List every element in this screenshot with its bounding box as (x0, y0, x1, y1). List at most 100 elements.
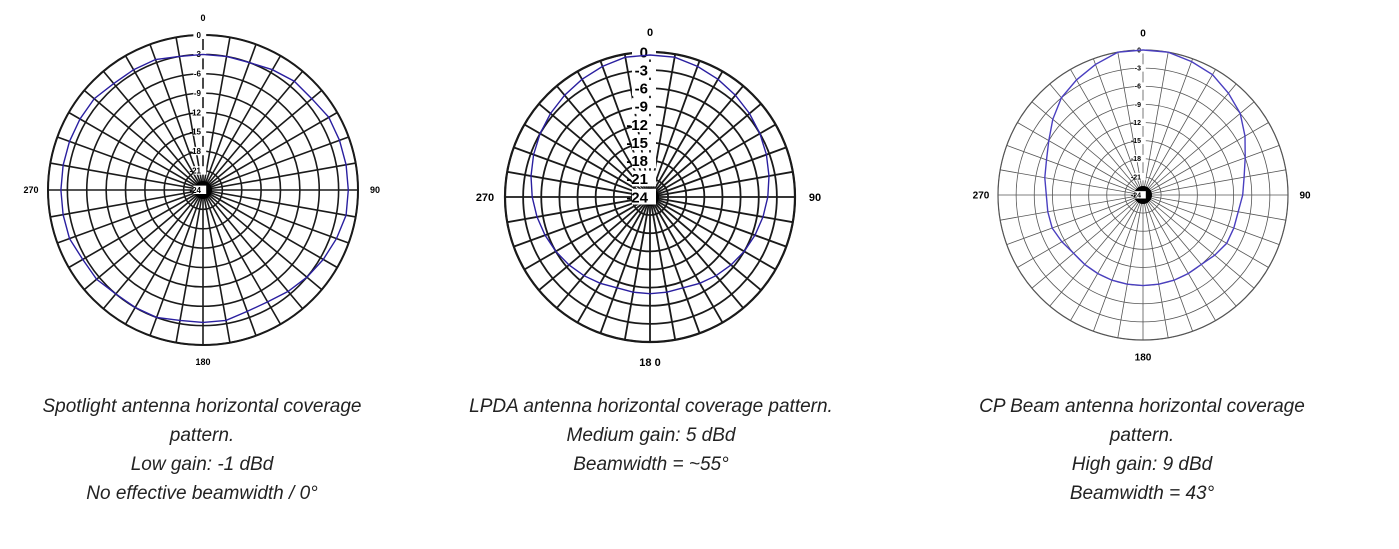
caption-line: pattern. (1109, 425, 1175, 446)
angle-label: 90 (1299, 191, 1311, 202)
grid-spoke (1017, 194, 1144, 268)
grid-spoke (1142, 101, 1255, 196)
grid-spoke (623, 196, 651, 340)
radial-tick-label: -21 (626, 171, 648, 188)
grid-spoke (1142, 194, 1286, 221)
angle-label: 180 (1135, 353, 1152, 364)
radial-tick-bg (193, 30, 207, 39)
grid-spoke (1049, 194, 1144, 307)
grid-spoke (202, 37, 231, 191)
angle-label: 0 (1140, 29, 1146, 40)
chart-caption-spotlight: Spotlight antenna horizontal coverage pa… (0, 392, 404, 508)
radial-tick-bg (193, 185, 207, 194)
radial-tick-label: -15 (626, 135, 648, 152)
grid-spoke (649, 70, 724, 198)
radial-tick-label: -9 (635, 99, 648, 116)
caption-line: Low gain: -1 dBd (130, 454, 274, 475)
grid-spoke (523, 123, 651, 198)
grid-spoke (149, 189, 204, 336)
radial-tick-label: -15 (189, 128, 201, 137)
grid-spoke (576, 196, 651, 324)
grid-spoke (1070, 69, 1144, 196)
grid-spoke (202, 189, 349, 244)
caption-line: LPDA antenna horizontal coverage pattern… (469, 396, 833, 417)
grid-spoke (1142, 194, 1269, 268)
series-line (530, 54, 770, 295)
radial-tick-bg (1134, 118, 1146, 126)
radial-tick-bg (193, 166, 207, 175)
radial-tick-bg (632, 170, 656, 187)
grid-spoke (202, 44, 257, 191)
grid-spoke (102, 70, 204, 191)
caption-line: Beamwidth = 43° (1069, 483, 1215, 504)
grid-spoke (649, 123, 777, 198)
grid-spoke (202, 111, 338, 191)
grid-spoke (1006, 194, 1144, 245)
grid-spoke (1142, 194, 1193, 332)
grid-spoke (1093, 58, 1144, 196)
grid-spoke (202, 189, 338, 269)
grid-spoke (649, 196, 677, 340)
caption-line: No effective beamwidth / 0° (86, 483, 318, 504)
radial-tick-label: -24 (1131, 192, 1141, 199)
grid-spoke (649, 146, 787, 198)
radial-tick-label: -18 (626, 153, 648, 170)
radial-tick-bg (1134, 82, 1146, 90)
grid-spoke (649, 103, 762, 198)
caption-line: High gain: 9 dBd (1071, 454, 1213, 475)
grid-spoke (1006, 145, 1144, 196)
grid-spoke (649, 196, 787, 248)
grid-spoke (1142, 169, 1286, 196)
chart-caption-lpda: LPDA antenna horizontal coverage pattern… (440, 392, 862, 479)
grid-spoke (57, 189, 204, 244)
grid-spoke (202, 55, 282, 191)
grid-spoke (1142, 194, 1280, 245)
grid-spoke (1142, 194, 1216, 321)
grid-spoke (649, 85, 744, 198)
grid-spoke (513, 196, 651, 248)
radial-tick-bg (193, 146, 207, 156)
grid-spoke (57, 136, 204, 191)
angle-label: 180 (195, 357, 210, 367)
radial-tick-label: -21 (189, 166, 201, 175)
grid-spoke (599, 196, 651, 334)
radial-tick-bg (632, 116, 656, 132)
caption-line: CP Beam antenna horizontal coverage (979, 396, 1305, 417)
grid-spoke (83, 89, 204, 191)
grid-spoke (50, 162, 204, 191)
grid-spoke (538, 196, 651, 291)
caption-line: Medium gain: 5 dBd (566, 425, 736, 446)
angle-label: 270 (23, 185, 38, 195)
grid-spoke (149, 44, 204, 191)
radial-tick-bg (193, 88, 207, 98)
grid-spoke (1017, 122, 1144, 196)
radial-tick-bg (1134, 154, 1146, 163)
grid-spoke (649, 196, 762, 291)
radial-tick-bg (1134, 191, 1146, 199)
grid-spoke (124, 189, 204, 325)
radial-tick-label: -3 (635, 62, 648, 79)
radial-tick-bg (193, 127, 207, 136)
radial-tick-bg (193, 108, 207, 117)
grid-spoke (649, 196, 744, 309)
grid-spoke (1142, 145, 1280, 196)
radial-tick-label: -21 (1131, 174, 1141, 181)
radial-tick-bg (1134, 64, 1146, 72)
grid-spoke (202, 136, 349, 191)
angle-label: 90 (370, 185, 380, 195)
grid-spoke (202, 70, 304, 191)
angle-label: 0 (200, 13, 205, 23)
radial-tick-label: -6 (194, 70, 202, 79)
grid-spoke (649, 60, 701, 198)
grid-spoke (1117, 52, 1144, 196)
grid-spoke (649, 196, 777, 271)
grid-spoke (202, 189, 304, 310)
grid-spoke (68, 189, 204, 269)
radial-tick-label: -18 (189, 147, 201, 156)
series-line (60, 53, 350, 324)
radial-tick-bg (193, 69, 207, 78)
grid-spoke (1031, 101, 1144, 196)
angle-label: 90 (809, 192, 821, 204)
